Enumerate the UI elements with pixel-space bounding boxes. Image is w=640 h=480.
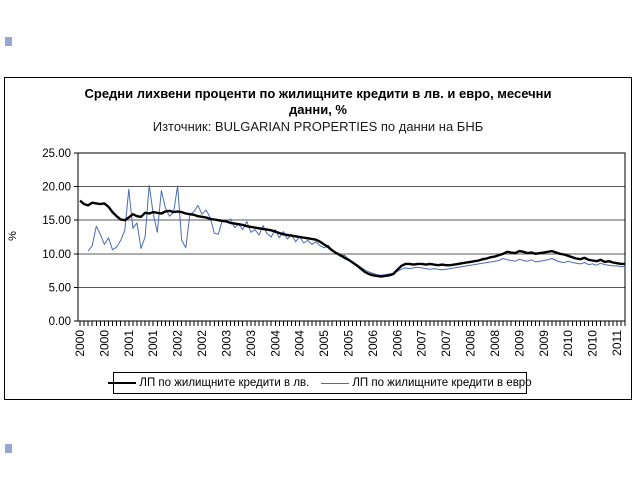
x-tick-label: 2006 bbox=[366, 330, 380, 357]
x-tick-label: 2007 bbox=[415, 330, 429, 357]
x-tick-label: 2008 bbox=[488, 330, 502, 357]
plot-border bbox=[77, 152, 626, 322]
x-tick-label: 2009 bbox=[512, 330, 526, 357]
x-tick-label: 2001 bbox=[122, 330, 136, 357]
x-tick-label: 2000 bbox=[73, 330, 87, 357]
y-tick-label: 15.00 bbox=[42, 215, 71, 227]
x-tick-label: 2011 bbox=[610, 330, 624, 356]
x-tick-label: 2005 bbox=[317, 330, 331, 357]
y-tick-label: 10.00 bbox=[42, 249, 71, 261]
x-tick-label: 2010 bbox=[561, 330, 575, 357]
chart-title-line1: Средни лихвени проценти по жилищните кре… bbox=[84, 86, 552, 101]
y-tick-label: 0.00 bbox=[49, 316, 71, 328]
x-tick-label: 2006 bbox=[390, 330, 404, 357]
artifact-mark-bottom bbox=[5, 444, 12, 453]
chart-title-line2: данни, % bbox=[289, 102, 347, 117]
x-tick-label: 2003 bbox=[244, 330, 258, 357]
legend-label-bgn: ЛП по жилищните кредити в лв. bbox=[139, 377, 310, 389]
x-tick-label: 2004 bbox=[268, 330, 282, 357]
x-tick-label: 2009 bbox=[537, 330, 551, 357]
y-tick-label: 20.00 bbox=[42, 182, 71, 194]
legend-label-eur: ЛП по жилищните кредити в евро bbox=[352, 377, 532, 389]
x-tick-label: 2001 bbox=[146, 330, 160, 357]
legend: ЛП по жилищните кредити в лв. ЛП по жили… bbox=[108, 372, 532, 394]
x-tick-label: 2008 bbox=[464, 330, 478, 357]
x-tick-label: 2000 bbox=[97, 330, 111, 357]
legend-item-eur: ЛП по жилищните кредити в евро bbox=[321, 377, 532, 389]
series-line-eur bbox=[87, 184, 626, 276]
artifact-mark-top bbox=[5, 37, 12, 46]
bgn-line-sample-icon bbox=[108, 382, 137, 384]
y-tick-label: 5.00 bbox=[49, 282, 71, 294]
x-tick-label: 2005 bbox=[342, 330, 356, 357]
legend-item-bgn: ЛП по жилищните кредити в лв. bbox=[108, 377, 309, 389]
chart-source: Източник: BULGARIAN PROPERTIES по данни … bbox=[152, 119, 484, 134]
x-tick-label: 2002 bbox=[171, 330, 185, 357]
chart-header: Средни лихвени проценти по жилищните кре… bbox=[4, 86, 632, 136]
eur-line-sample-icon bbox=[321, 382, 350, 384]
x-tick-label: 2010 bbox=[586, 330, 600, 357]
x-tick-label: 2002 bbox=[195, 330, 209, 357]
x-tick-label: 2007 bbox=[439, 330, 453, 357]
x-tick-label: 2004 bbox=[293, 330, 307, 357]
series-line-bgn bbox=[79, 199, 626, 278]
x-tick-label: 2003 bbox=[219, 330, 233, 357]
y-tick-label: 25.00 bbox=[42, 148, 71, 160]
